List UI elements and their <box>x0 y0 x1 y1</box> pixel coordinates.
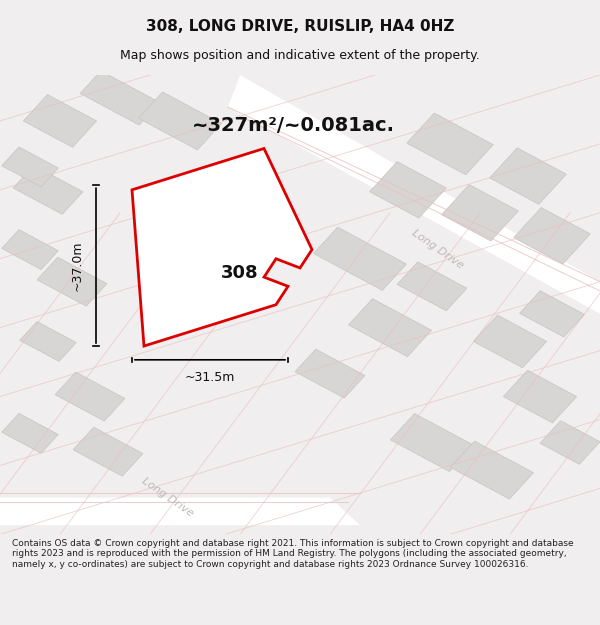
Polygon shape <box>451 441 533 499</box>
Polygon shape <box>520 291 584 337</box>
Polygon shape <box>397 262 467 311</box>
Polygon shape <box>540 421 600 464</box>
Text: Map shows position and indicative extent of the property.: Map shows position and indicative extent… <box>120 49 480 62</box>
Polygon shape <box>73 428 143 476</box>
Text: ~31.5m: ~31.5m <box>185 371 235 384</box>
Polygon shape <box>514 208 590 264</box>
Polygon shape <box>442 184 518 241</box>
Polygon shape <box>55 372 125 421</box>
Polygon shape <box>2 413 58 453</box>
Polygon shape <box>23 94 97 148</box>
Polygon shape <box>13 166 83 214</box>
Polygon shape <box>391 414 473 471</box>
Polygon shape <box>490 148 566 204</box>
Polygon shape <box>314 227 406 291</box>
Text: ~37.0m: ~37.0m <box>71 241 84 291</box>
Polygon shape <box>37 258 107 306</box>
Polygon shape <box>2 147 58 187</box>
Polygon shape <box>80 71 160 125</box>
Polygon shape <box>503 370 577 423</box>
Polygon shape <box>473 315 547 368</box>
Polygon shape <box>228 75 600 314</box>
Polygon shape <box>20 321 76 361</box>
Text: Contains OS data © Crown copyright and database right 2021. This information is : Contains OS data © Crown copyright and d… <box>12 539 574 569</box>
Polygon shape <box>2 229 58 269</box>
Text: Long Drive: Long Drive <box>410 228 466 271</box>
Text: 308: 308 <box>221 264 259 281</box>
Polygon shape <box>370 162 446 218</box>
Polygon shape <box>407 113 493 175</box>
Text: 308, LONG DRIVE, RUISLIP, HA4 0HZ: 308, LONG DRIVE, RUISLIP, HA4 0HZ <box>146 19 454 34</box>
Polygon shape <box>132 149 312 346</box>
Text: ~327m²/~0.081ac.: ~327m²/~0.081ac. <box>192 116 395 136</box>
Polygon shape <box>139 92 221 150</box>
Polygon shape <box>349 299 431 357</box>
Polygon shape <box>295 349 365 398</box>
Text: Long Drive: Long Drive <box>140 476 196 519</box>
Polygon shape <box>0 498 360 525</box>
